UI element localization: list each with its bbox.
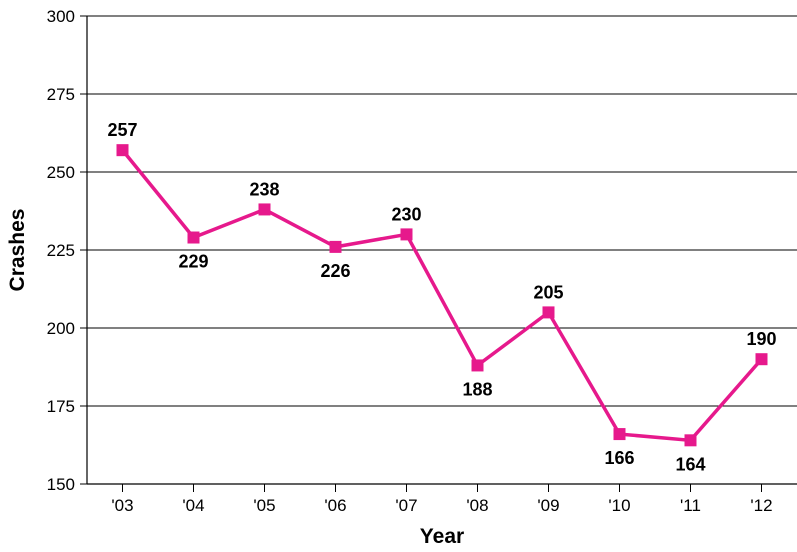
data-point bbox=[684, 434, 697, 447]
y-tick-labels: 150 175 200 225 250 275 300 bbox=[47, 7, 75, 494]
series-line bbox=[121, 149, 763, 443]
data-point bbox=[400, 228, 413, 241]
data-point bbox=[613, 428, 626, 441]
x-tick-label: '04 bbox=[182, 496, 204, 515]
y-tick-label: 250 bbox=[47, 163, 75, 182]
x-tick-label: '03 bbox=[111, 496, 133, 515]
y-axis-title: Crashes bbox=[6, 209, 29, 292]
data-point bbox=[187, 231, 200, 244]
gridlines bbox=[87, 15, 797, 407]
data-label: 188 bbox=[462, 379, 492, 399]
data-label: 238 bbox=[249, 179, 279, 199]
data-point bbox=[116, 144, 129, 157]
data-label: 205 bbox=[533, 282, 563, 302]
y-tick-label: 150 bbox=[47, 475, 75, 494]
x-tick-label: '08 bbox=[466, 496, 488, 515]
x-tick-label: '10 bbox=[608, 496, 630, 515]
data-point bbox=[471, 359, 484, 372]
data-label: 230 bbox=[391, 204, 421, 224]
data-label: 190 bbox=[746, 329, 776, 349]
y-tick-label: 300 bbox=[47, 7, 75, 26]
data-label: 229 bbox=[178, 252, 208, 272]
y-tick-label: 200 bbox=[47, 319, 75, 338]
x-axis-title: Year bbox=[420, 525, 464, 548]
y-tick-label: 225 bbox=[47, 241, 75, 260]
series-crashes bbox=[116, 144, 768, 447]
data-label: 166 bbox=[604, 448, 634, 468]
x-tick-label: '06 bbox=[324, 496, 346, 515]
axes bbox=[80, 15, 797, 492]
x-tick-label: '07 bbox=[395, 496, 417, 515]
data-labels: 257 229 238 226 230 188 205 166 164 190 bbox=[107, 120, 776, 474]
x-tick-label: '05 bbox=[253, 496, 275, 515]
data-label: 164 bbox=[675, 454, 705, 474]
y-tick-label: 175 bbox=[47, 397, 75, 416]
data-label: 257 bbox=[107, 120, 137, 140]
data-point bbox=[755, 353, 768, 366]
y-tick-label: 275 bbox=[47, 85, 75, 104]
x-tick-label: '11 bbox=[680, 496, 701, 515]
x-tick-label: '09 bbox=[537, 496, 559, 515]
x-tick-labels: '03 '04 '05 '06 '07 '08 '09 '10 '11 '12 bbox=[111, 496, 772, 515]
data-point bbox=[258, 203, 271, 216]
data-point bbox=[542, 306, 555, 319]
x-tick-label: '12 bbox=[750, 496, 772, 515]
data-point bbox=[329, 240, 342, 253]
data-label: 226 bbox=[320, 261, 350, 281]
